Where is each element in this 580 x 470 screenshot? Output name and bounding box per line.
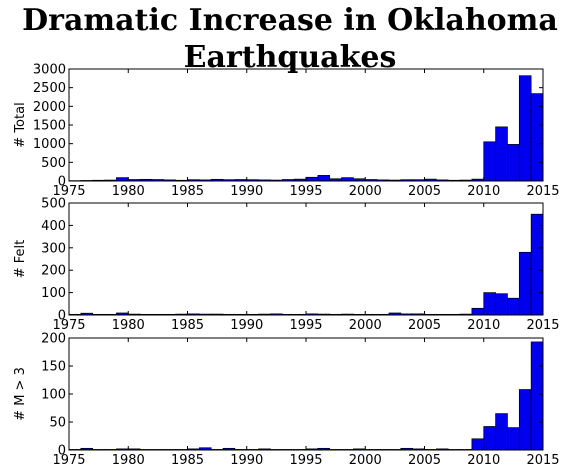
bar-2014 <box>530 213 544 316</box>
bar-2013 <box>518 75 532 182</box>
y-tick-label: 400 <box>41 219 66 234</box>
bar-1998 <box>341 177 354 182</box>
y-tick-label: 500 <box>41 197 66 212</box>
bar-2014 <box>530 341 544 451</box>
y-tick-label: 0 <box>58 309 66 324</box>
plot-frame <box>68 68 544 182</box>
x-tick-label: 1980 <box>112 184 145 199</box>
y-tick-label: 0 <box>58 444 66 459</box>
y-tick-label: 100 <box>41 286 66 301</box>
chart-panel-2: 1975 1980 1985 1990 1995 2000 2005 2010 2015 0 100… <box>13 197 560 334</box>
plot-frame <box>68 337 544 451</box>
x-tick-label: 2010 <box>467 453 500 468</box>
x-tick-label: 1985 <box>171 453 204 468</box>
bar-2011 <box>495 413 508 451</box>
y-tick-label: 200 <box>41 264 66 279</box>
x-tick-label: 1990 <box>230 453 263 468</box>
x-tick-label: 1990 <box>230 184 263 199</box>
bar-2011 <box>495 293 508 316</box>
bar-2013 <box>518 389 532 451</box>
y-tick-label: 1000 <box>33 137 66 152</box>
y-tick-label: 1500 <box>33 119 66 134</box>
bar-2010 <box>483 426 496 451</box>
x-tick-label: 2010 <box>467 318 500 333</box>
x-tick-label: 1975 <box>52 453 85 468</box>
x-tick-label: 1990 <box>230 318 263 333</box>
x-tick-label: 1985 <box>171 184 204 199</box>
bar-2012 <box>507 297 520 316</box>
bar-1996 <box>317 175 331 182</box>
y-tick-label: 3000 <box>33 63 66 78</box>
bar-2009 <box>471 438 485 451</box>
y-tick-label: 0 <box>58 175 66 190</box>
x-tick-label: 1980 <box>112 453 145 468</box>
x-tick-label: 2005 <box>408 318 441 333</box>
bar-2010 <box>483 292 496 316</box>
x-tick-label: 1995 <box>289 453 322 468</box>
x-tick-label: 1995 <box>289 318 322 333</box>
chart-panel-3: 1975 1980 1985 1990 1995 2000 2005 2010 2015 0 50 1… <box>13 332 560 469</box>
x-tick-label: 2010 <box>467 184 500 199</box>
x-tick-label: 2000 <box>349 318 382 333</box>
x-tick-label: 1975 <box>52 184 85 199</box>
x-tick-label: 2005 <box>408 453 441 468</box>
bar-1995 <box>305 176 319 182</box>
x-tick-label: 2015 <box>526 318 559 333</box>
chart-panel-1: 1975 1980 1985 1990 1995 2000 2005 2010 2015 0 500… <box>13 63 560 200</box>
y-tick-label: 2500 <box>33 81 66 96</box>
x-tick-label: 1980 <box>112 318 145 333</box>
y-tick-label: 50 <box>49 416 66 431</box>
plot-frame <box>68 202 544 316</box>
y-tick-label: 200 <box>41 332 66 347</box>
y-axis-label: # M > 3 <box>13 367 28 421</box>
bar-2010 <box>483 141 496 182</box>
x-tick-label: 2015 <box>526 453 559 468</box>
x-tick-label: 2005 <box>408 184 441 199</box>
bar-2012 <box>507 427 520 451</box>
y-tick-label: 500 <box>41 156 66 171</box>
y-tick-label: 150 <box>41 360 66 375</box>
y-tick-label: 2000 <box>33 100 66 115</box>
bar-2013 <box>518 251 532 316</box>
x-tick-label: 2015 <box>526 184 559 199</box>
y-axis-label: # Felt <box>13 240 28 279</box>
y-tick-label: 300 <box>41 241 66 256</box>
x-tick-label: 1975 <box>52 318 85 333</box>
chart-title: Dramatic Increase in Oklahoma Earthquake… <box>22 3 558 75</box>
x-tick-label: 1995 <box>289 184 322 199</box>
bar-2009 <box>471 307 485 316</box>
bar-2012 <box>507 144 520 182</box>
x-tick-label: 2000 <box>349 453 382 468</box>
y-tick-label: 100 <box>41 388 66 403</box>
bar-2011 <box>495 126 508 182</box>
bar-1979 <box>116 177 129 182</box>
x-tick-label: 1985 <box>171 318 204 333</box>
x-tick-label: 2000 <box>349 184 382 199</box>
y-axis-label: # Total <box>13 102 28 147</box>
